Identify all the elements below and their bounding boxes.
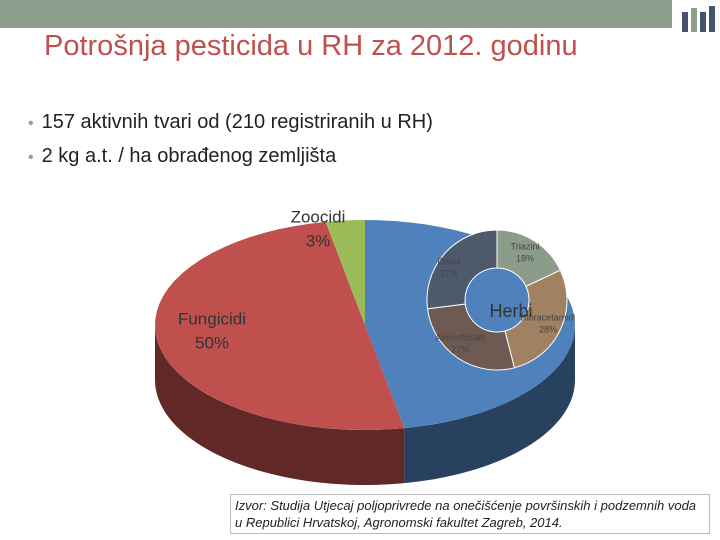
- slice-label: Zoocidi: [291, 207, 346, 226]
- slice-value-label: 50%: [195, 333, 229, 352]
- donut-label: Triazini: [511, 241, 540, 251]
- logo: [682, 6, 715, 32]
- pie-slice: [325, 220, 365, 325]
- donut-value-label: 27%: [440, 268, 458, 278]
- donut-value-label: 27%: [451, 344, 469, 354]
- pie-slice: [155, 221, 405, 430]
- slice-label: Herbi: [489, 301, 532, 321]
- source-note: Izvor: Studija Utjecaj poljoprivrede na …: [230, 494, 710, 534]
- donut-slice: [504, 269, 568, 369]
- donut-slice: [426, 303, 516, 371]
- donut-value-label: 18%: [516, 253, 534, 263]
- donut-slice: [426, 229, 498, 310]
- pie-side: [404, 325, 575, 484]
- donut-label: Kloracetamidi: [521, 312, 576, 322]
- donut-value-label: 28%: [539, 324, 557, 334]
- slide-title: Potrošnja pesticida u RH za 2012. godinu: [44, 30, 578, 62]
- bullet: 157 aktivnih tvari od (210 registriranih…: [28, 106, 433, 140]
- slice-label: Fungicidi: [178, 309, 246, 328]
- bullet: 2 kg a.t. / ha obrađenog zemljišta: [28, 140, 433, 174]
- top-bar: [0, 0, 672, 28]
- slice-value-label: 3%: [306, 231, 331, 250]
- pie-side: [155, 325, 405, 485]
- donut-label: Aminofosfati: [435, 332, 485, 342]
- donut-label: Ostali: [437, 256, 460, 266]
- bullet-list: 157 aktivnih tvari od (210 registriranih…: [28, 106, 433, 174]
